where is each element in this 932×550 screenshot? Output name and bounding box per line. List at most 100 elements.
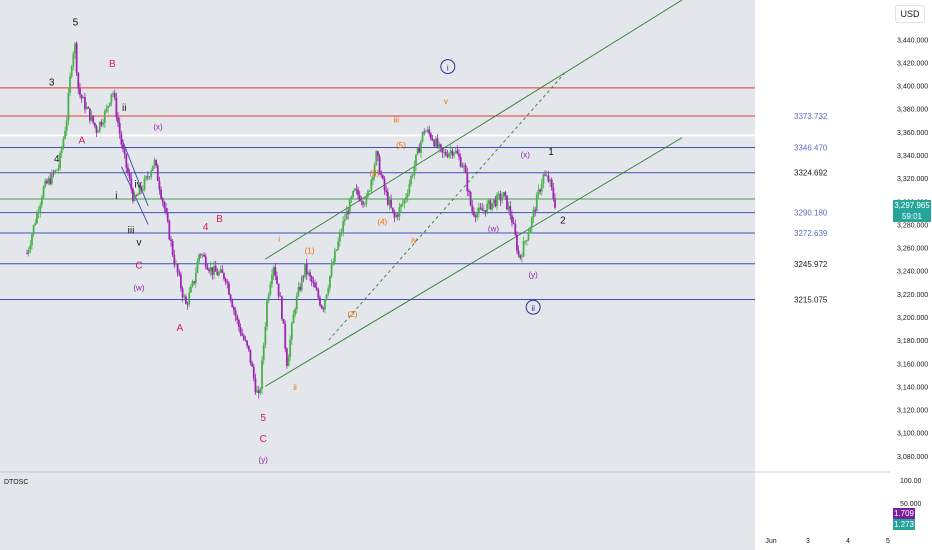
candle-body — [438, 144, 441, 148]
price-tick: 3,400.000 — [897, 84, 928, 91]
candle-body — [277, 283, 280, 296]
osc-tick: 100.00 — [900, 478, 922, 485]
candle-body — [322, 308, 325, 310]
candle-body — [474, 215, 477, 218]
candle-body — [272, 267, 275, 275]
candle-body — [426, 129, 429, 132]
candle-body — [415, 154, 417, 167]
candle-body — [423, 131, 426, 133]
candle-body — [327, 288, 330, 295]
candle-body — [108, 102, 111, 107]
candle-body — [112, 93, 114, 94]
candle-body — [75, 43, 78, 73]
candle-body — [45, 180, 48, 184]
candle-body — [410, 175, 412, 185]
wave-circle — [525, 299, 541, 315]
candle-body — [151, 165, 154, 171]
candle-body — [453, 152, 455, 156]
candle-body — [307, 272, 310, 275]
candle-body — [31, 234, 33, 245]
candle-body — [362, 201, 364, 205]
candle-body — [363, 204, 366, 206]
candle-body — [390, 199, 393, 208]
wave-label: 5 — [73, 17, 79, 28]
candle-body — [93, 122, 96, 127]
wave-label: (2) — [348, 310, 358, 319]
channel-upper — [264, 0, 683, 260]
candle-body — [176, 263, 179, 273]
candle-body — [55, 170, 58, 171]
candle-body — [247, 345, 250, 350]
candle-body — [314, 282, 316, 288]
candle-body — [107, 106, 110, 109]
candle-body — [355, 188, 358, 190]
wave-label: 3 — [49, 78, 55, 89]
wave-label: 4 — [54, 154, 60, 165]
candle-body — [90, 115, 93, 121]
candle-body — [290, 323, 293, 340]
candle-body — [166, 212, 169, 221]
candle-body — [539, 189, 542, 192]
candle-body — [226, 282, 229, 284]
candle-body — [360, 200, 363, 202]
wave-label: iv — [135, 179, 142, 190]
candle-body — [309, 272, 311, 277]
candle-body — [449, 150, 452, 154]
currency-button[interactable]: USD — [895, 5, 925, 23]
candle-body — [530, 217, 533, 228]
candle-body — [120, 133, 123, 145]
candle-body — [267, 294, 270, 301]
candle-body — [378, 156, 381, 174]
candle-body — [540, 183, 543, 192]
candle-body — [329, 275, 331, 289]
wave-label: A — [78, 135, 85, 146]
wave-label: (3) — [369, 169, 379, 178]
wave-label: 5 — [260, 413, 266, 424]
candle-body — [70, 66, 73, 77]
candle-body — [269, 284, 272, 295]
candle-body — [102, 122, 105, 125]
candle-body — [146, 176, 149, 178]
candle-body — [113, 93, 116, 98]
candle-body — [352, 191, 354, 198]
candle-body — [138, 186, 141, 195]
candle-body — [340, 232, 343, 234]
candle-body — [34, 223, 37, 226]
candle-body — [372, 176, 374, 180]
candle-body — [398, 207, 401, 217]
price-tick: 3,220.000 — [897, 292, 928, 299]
trend-channel — [121, 0, 683, 387]
candle-body — [481, 208, 484, 211]
wave-label: (y) — [259, 456, 269, 465]
candle-body — [386, 192, 389, 205]
candle-body — [365, 196, 368, 205]
candle-body — [251, 362, 254, 367]
candle-body — [295, 295, 298, 310]
candle-body — [178, 272, 181, 275]
candle-body — [100, 121, 103, 125]
candle-body — [406, 193, 409, 198]
wave-label: (w) — [133, 283, 144, 292]
candle-body — [42, 186, 45, 198]
candle-body — [59, 153, 62, 169]
candle-body — [391, 207, 394, 212]
candle-body — [249, 349, 252, 363]
currency-label: USD — [900, 9, 920, 19]
indicator-title[interactable]: DTOSC — [4, 479, 29, 486]
candle-body — [184, 296, 187, 304]
candle-body — [180, 274, 182, 289]
candle-body — [506, 195, 508, 210]
price-tick: 3,180.000 — [897, 338, 928, 345]
candle-body — [333, 250, 336, 262]
candle-body — [433, 140, 436, 147]
wave-label: ii — [531, 304, 535, 313]
price-tick: 3,240.000 — [897, 269, 928, 276]
candle-body — [183, 296, 186, 298]
candle-body — [49, 178, 52, 184]
level-label: 3215.075 — [794, 296, 828, 305]
candle-body — [189, 286, 192, 293]
candle-body — [294, 309, 297, 315]
candle-body — [196, 261, 199, 274]
